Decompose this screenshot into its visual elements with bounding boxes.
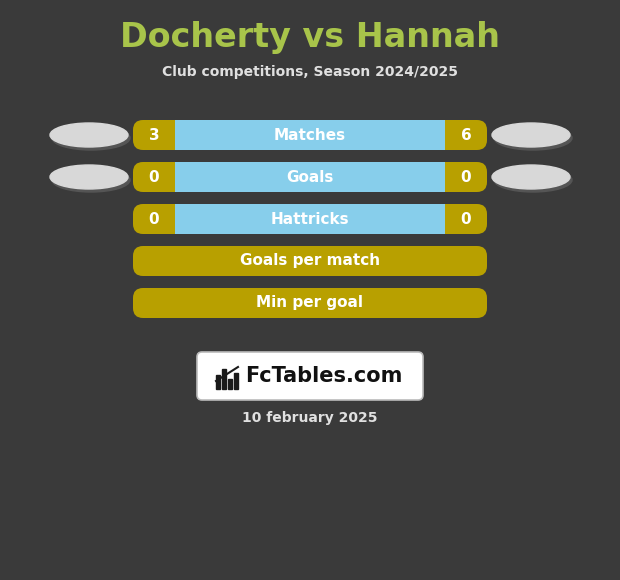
Text: FcTables.com: FcTables.com [246,366,402,386]
Ellipse shape [492,123,570,147]
Bar [234,373,238,389]
Bar [228,379,232,389]
Text: 0: 0 [461,169,471,184]
Text: 6: 6 [461,128,471,143]
Bar [175,204,445,234]
Text: Club competitions, Season 2024/2025: Club competitions, Season 2024/2025 [162,65,458,79]
Ellipse shape [52,168,130,192]
Bar [175,120,445,150]
Ellipse shape [494,168,572,192]
Text: Goals: Goals [286,169,334,184]
Bar [175,162,445,192]
FancyBboxPatch shape [133,162,487,192]
Text: Matches: Matches [274,128,346,143]
Ellipse shape [492,165,570,189]
Text: 0: 0 [149,169,159,184]
FancyBboxPatch shape [133,246,487,276]
Ellipse shape [50,123,128,147]
Text: 0: 0 [461,212,471,227]
Text: 10 february 2025: 10 february 2025 [242,411,378,425]
Text: Docherty vs Hannah: Docherty vs Hannah [120,21,500,55]
Ellipse shape [52,126,130,150]
Ellipse shape [494,126,572,150]
Text: 3: 3 [149,128,159,143]
FancyBboxPatch shape [133,120,487,150]
Text: Min per goal: Min per goal [257,295,363,310]
FancyBboxPatch shape [197,352,423,400]
Bar [216,375,220,389]
FancyBboxPatch shape [133,204,487,234]
Text: 0: 0 [149,212,159,227]
Ellipse shape [50,165,128,189]
Text: Hattricks: Hattricks [271,212,349,227]
Bar [222,369,226,389]
FancyBboxPatch shape [133,288,487,318]
Text: Goals per match: Goals per match [240,253,380,269]
